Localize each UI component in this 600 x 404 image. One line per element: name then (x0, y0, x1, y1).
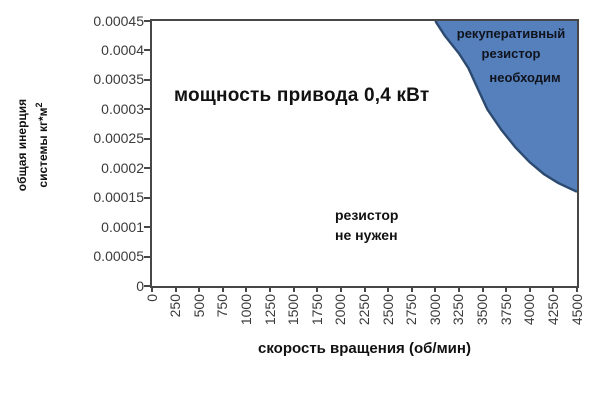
x-tick-mark (434, 286, 437, 292)
x-tick-label: 1250 (261, 294, 278, 326)
region-needed-line1: рекуперативный (456, 26, 566, 41)
region-label-resistor-needed: рекуперативный резистор необходим (447, 24, 575, 88)
x-tick-mark (387, 286, 390, 292)
y-tick-label: 0.0001 (101, 218, 144, 235)
region-label-resistor-not-needed: резистор не нужен (335, 205, 398, 245)
y-tick-mark (144, 167, 151, 170)
region-not-needed-line2: не нужен (335, 227, 398, 243)
y-tick-mark (144, 78, 151, 81)
blue-region-shape (434, 21, 577, 193)
x-tick-label: 4250 (544, 294, 561, 326)
x-tick-label: 4000 (521, 294, 538, 326)
x-tick-mark (221, 286, 224, 292)
x-tick-mark (363, 286, 366, 292)
x-tick-label: 1750 (308, 294, 325, 326)
x-tick-label: 250 (167, 294, 184, 318)
region-needed-line2: резистор (481, 46, 541, 61)
y-tick-label: 0.00005 (93, 248, 144, 265)
x-tick-mark (410, 286, 413, 292)
x-tick-label: 3000 (426, 294, 443, 326)
y-tick-mark (144, 196, 151, 199)
x-tick-mark (198, 286, 201, 292)
y-tick-label: 0.00025 (93, 130, 144, 147)
y-tick-mark (144, 255, 151, 258)
x-tick-mark (576, 286, 578, 292)
x-tick-mark (528, 286, 531, 292)
y-tick-label: 0.00045 (93, 12, 144, 29)
x-tick-label: 1500 (285, 294, 302, 326)
y-tick-label: 0.0002 (101, 159, 144, 176)
region-needed-line3: необходим (489, 70, 561, 85)
x-axis-title: скорость вращения (об/мин) (258, 340, 471, 357)
y-tick-label: 0.0004 (101, 41, 144, 58)
y-tick-mark (144, 108, 151, 111)
y-tick-label: 0.00035 (93, 71, 144, 88)
resistor-needed-region (435, 21, 577, 192)
region-boundary-curve (434, 21, 577, 193)
x-tick-label: 0 (143, 294, 160, 302)
x-tick-mark (174, 286, 177, 292)
x-tick-mark (316, 286, 319, 292)
x-tick-label: 2000 (332, 294, 349, 326)
x-tick-label: 500 (190, 294, 207, 318)
y-tick-mark (144, 20, 151, 22)
x-tick-label: 3250 (450, 294, 467, 326)
x-tick-mark (151, 286, 153, 292)
y-axis-title: общая инерция системы кг*м2 (14, 70, 50, 220)
x-tick-label: 750 (214, 294, 231, 318)
x-tick-mark (292, 286, 295, 292)
y-tick-label: 0.0003 (101, 100, 144, 117)
y-axis-title-line2: системы кг*м2 (34, 102, 50, 188)
x-tick-mark (339, 286, 342, 292)
x-tick-mark (552, 286, 555, 292)
y-tick-label: 0 (136, 277, 144, 294)
x-tick-label: 4500 (568, 294, 585, 326)
region-not-needed-line1: резистор (335, 207, 399, 223)
x-tick-mark (505, 286, 508, 292)
y-axis-title-superscript: 2 (34, 102, 44, 108)
y-tick-mark (144, 137, 151, 140)
x-tick-mark (457, 286, 460, 292)
x-tick-mark (481, 286, 484, 292)
x-tick-mark (269, 286, 272, 292)
x-tick-label: 2500 (379, 294, 396, 326)
y-tick-mark (144, 226, 151, 229)
x-tick-mark (245, 286, 248, 292)
y-tick-label: 0.00015 (93, 189, 144, 206)
x-tick-label: 3500 (474, 294, 491, 326)
y-axis-title-line1: общая инерция (15, 98, 29, 192)
x-tick-label: 1000 (237, 294, 254, 326)
y-tick-mark (144, 49, 151, 52)
x-tick-label: 2750 (403, 294, 420, 326)
x-tick-label: 2250 (356, 294, 372, 326)
plot-area: мощность привода 0,4 кВт рекуперативный … (150, 19, 579, 288)
chart-title: мощность привода 0,4 кВт (174, 85, 430, 106)
x-tick-label: 3750 (497, 294, 514, 326)
y-tick-mark (144, 285, 151, 287)
